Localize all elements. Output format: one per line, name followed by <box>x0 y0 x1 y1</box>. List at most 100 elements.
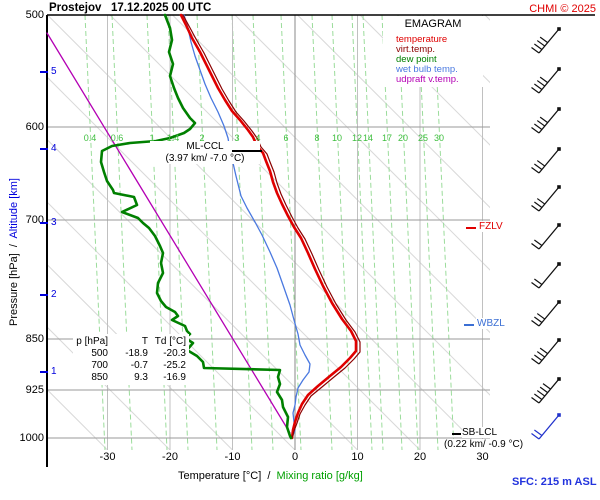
wind-barb-staff <box>538 378 560 404</box>
dry-adiabat-line <box>172 15 490 334</box>
mixing-ratio-label: 30 <box>433 133 444 143</box>
fzlv-label: FZLV <box>478 221 504 232</box>
dry-adiabat-line <box>359 15 490 146</box>
surface-elevation-label: SFC: 215 m ASL <box>512 476 597 488</box>
y-axis-title-pressure: Pressure [hPa] <box>8 253 20 326</box>
wind-barb-feather <box>539 76 548 84</box>
wind-barb-feather <box>534 278 543 286</box>
wind-barb <box>531 107 561 134</box>
mixing-ratio-label: 10 <box>331 133 342 143</box>
table-cell: -20.3 <box>163 348 186 359</box>
table-cell: 500 <box>91 348 108 359</box>
wind-barb <box>531 147 561 174</box>
wind-barb-feather <box>531 243 540 250</box>
mixing-ratio-line <box>196 14 218 451</box>
legend: EMAGRAM temperature virt.temp. dew point we… <box>383 16 483 87</box>
wind-barb-feather <box>534 83 543 91</box>
mixing-ratio-line <box>362 14 384 451</box>
mixing-ratio-label: 12 <box>351 133 362 143</box>
pressure-tick-label: 700 <box>25 214 44 226</box>
temperature-curve <box>179 13 358 440</box>
mixing-ratio-label: 0.4 <box>83 133 97 143</box>
table-cell: 850 <box>91 372 108 383</box>
table-cell: -18.9 <box>125 348 148 359</box>
mixing-ratio-line <box>417 14 439 451</box>
table-cell: 9.3 <box>134 372 148 383</box>
copyright-label: CHMI © 2025 <box>529 3 596 15</box>
temperature-tick-label: 30 <box>476 451 489 463</box>
pressure-tick-label: 925 <box>25 384 44 396</box>
altitude-tick-label: 5 <box>51 66 57 77</box>
altitude-tick <box>40 222 48 224</box>
x-axis-title-mixing-ratio: Mixing ratio [g/kg] <box>276 470 363 482</box>
wind-barb-staff <box>538 301 560 327</box>
table-cell: -25.2 <box>163 360 186 371</box>
sb-lcl-level-tick <box>452 433 461 435</box>
wind-barb-staff <box>538 186 560 212</box>
wind-barb-feather <box>536 390 546 397</box>
legend-title: EMAGRAM <box>404 18 462 30</box>
mixing-ratio-line <box>351 14 373 451</box>
pressure-tick-label: 600 <box>25 121 44 133</box>
ml-ccl-level-tick <box>232 150 262 152</box>
altitude-tick-label: 2 <box>51 289 57 300</box>
pressure-tick-label: 850 <box>25 333 44 345</box>
wind-barb-staff <box>538 148 560 174</box>
dry-adiabat-line <box>47 138 358 450</box>
wind-barb-staff <box>538 68 560 94</box>
wind-barb <box>531 67 561 94</box>
ml-ccl-value: (3.97 km/ -7.0 °C) <box>165 152 245 164</box>
sb-lcl-value: (0.22 km/ -0.9 °C) <box>444 439 524 450</box>
ml-ccl-label: ML-CCL <box>186 141 224 152</box>
legend-item-wet-bulb-temp-: wet bulb temp. <box>396 64 458 75</box>
wind-barb <box>531 300 561 327</box>
altitude-tick <box>40 148 48 150</box>
dry-adiabat-line <box>297 15 490 209</box>
ml-ccl-annotation: ML-CCL (3.97 km/ -7.0 °C) <box>150 141 260 164</box>
wind-barb-feather <box>534 429 543 437</box>
wind-barb-feather <box>534 316 543 324</box>
mixing-ratio-label: 0.6 <box>110 133 124 143</box>
wind-barb-feather <box>536 40 546 47</box>
dry-adiabat-line <box>234 15 490 271</box>
mixing-ratio-label: 2 <box>199 133 205 143</box>
temperature-tick-label: 20 <box>413 451 427 463</box>
wind-barb-feather <box>534 239 543 247</box>
mixing-ratio-label: 6 <box>283 133 289 143</box>
wind-barb-feather <box>531 397 540 404</box>
legend-items: temperature virt.temp. dew point wet bulb t… <box>383 35 483 85</box>
mixing-ratio-line <box>231 14 253 451</box>
wind-barb-feather <box>531 87 540 94</box>
mixing-ratio-label: 4 <box>255 133 261 143</box>
virt-temp-curve <box>182 14 361 439</box>
wind-barb-feather <box>531 47 540 54</box>
wind-barb-staff <box>538 108 560 134</box>
wind-barb-staff <box>538 263 560 289</box>
wind-barb <box>531 338 561 365</box>
y-axis-title-separator: / <box>8 238 20 254</box>
altitude-tick <box>40 371 48 373</box>
temperature-tick-label: 0 <box>291 451 299 463</box>
fzlv-level-tick <box>466 227 476 229</box>
wind-barb-feather <box>539 116 548 124</box>
updraft-v-temp-curve <box>46 32 291 434</box>
wet-bulb-temp-curve <box>183 14 311 439</box>
temperature-tick-label: 10 <box>351 451 364 463</box>
wind-barb-staff <box>538 224 560 250</box>
sb-lcl-label: SB-LCL <box>462 427 498 438</box>
y-axis-title: Pressure [hPa] / Altitude [km] <box>8 178 20 326</box>
wind-barb <box>531 185 561 212</box>
mixing-ratio-label: 1 <box>149 133 155 143</box>
wbzl-label: WBZL <box>476 318 506 329</box>
mixing-ratio-line <box>252 14 274 451</box>
table-cell: 700 <box>91 360 108 371</box>
wind-barb-feather <box>534 123 543 131</box>
wind-barb-feather <box>531 127 540 134</box>
mixing-ratio-line <box>280 14 302 451</box>
legend-item-temperature: temperature <box>396 34 448 45</box>
wind-barb <box>531 413 561 440</box>
page-title: Prostejov 17.12.2025 00 UTC <box>49 2 212 14</box>
x-axis-title-temperature: Temperature [°C] <box>178 470 262 482</box>
wind-barb-feather <box>536 198 546 205</box>
wbzl-level-tick <box>464 324 474 326</box>
